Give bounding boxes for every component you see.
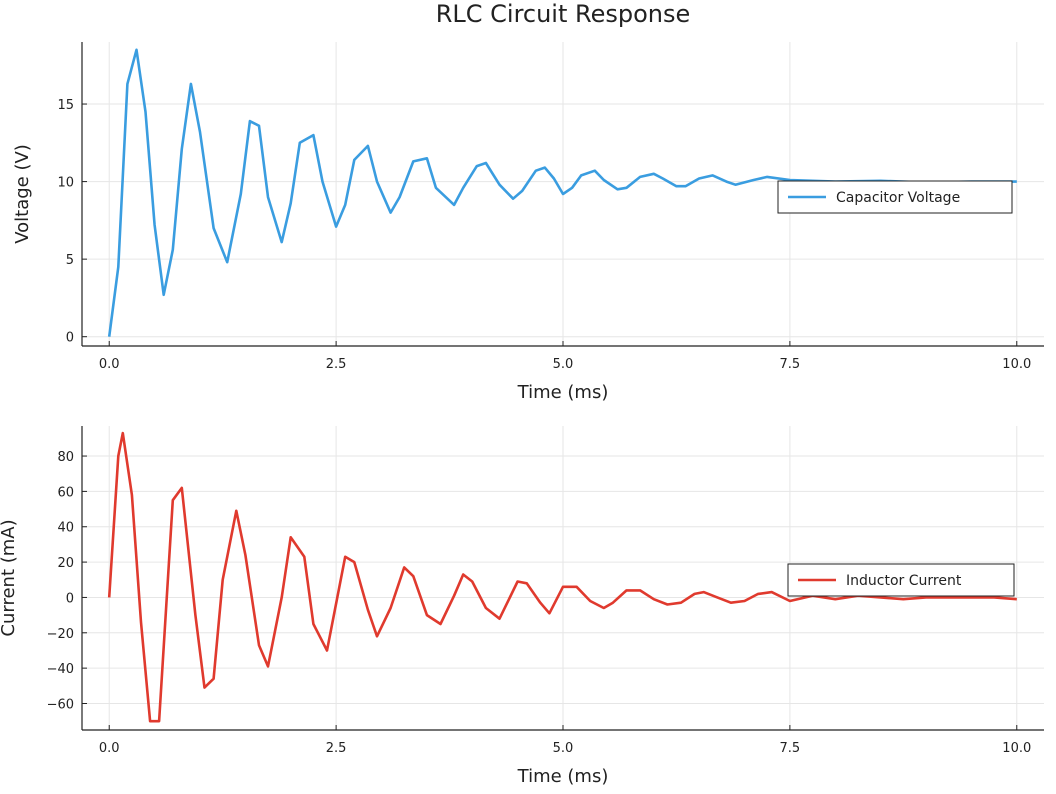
y-tick-label: 20 bbox=[57, 556, 74, 571]
y-tick-label: 15 bbox=[57, 98, 74, 113]
x-tick-label: 10.0 bbox=[1002, 741, 1031, 756]
legend-label: Inductor Current bbox=[846, 573, 962, 589]
legend-label: Capacitor Voltage bbox=[836, 190, 960, 206]
x-tick-label: 2.5 bbox=[326, 357, 347, 372]
y-tick-label: 0 bbox=[66, 591, 74, 606]
y-tick-label: 40 bbox=[57, 521, 74, 536]
y-tick-label: 60 bbox=[57, 485, 74, 500]
y-tick-label: −20 bbox=[47, 627, 74, 642]
legend: Capacitor Voltage bbox=[777, 180, 1013, 214]
x-tick-label: 0.0 bbox=[99, 357, 120, 372]
y-axis-label: Voltage (V) bbox=[12, 144, 33, 244]
x-axis-label: Time (ms) bbox=[517, 766, 609, 787]
series-line bbox=[107, 431, 1017, 723]
y-tick-label: 5 bbox=[66, 253, 74, 268]
x-tick-label: 7.5 bbox=[780, 357, 801, 372]
current-panel: 0.0 2.5 5.0 7.5 10.0 −60 −40 −20 0 20 40 60 80 Time (… bbox=[0, 426, 1044, 787]
x-tick-label: 10.0 bbox=[1002, 357, 1031, 372]
y-tick-label: 10 bbox=[57, 176, 74, 191]
legend: Inductor Current bbox=[787, 563, 1015, 597]
x-tick-label: 7.5 bbox=[780, 741, 801, 756]
y-tick-label: −40 bbox=[47, 662, 74, 677]
x-tick-label: 2.5 bbox=[326, 741, 347, 756]
y-tick-label: 0 bbox=[66, 331, 74, 346]
y-axis-label: Current (mA) bbox=[0, 519, 19, 636]
x-tick-label: 5.0 bbox=[553, 741, 574, 756]
x-tick-label: 0.0 bbox=[99, 741, 120, 756]
x-tick-label: 5.0 bbox=[553, 357, 574, 372]
y-tick-label: 80 bbox=[57, 450, 74, 465]
x-axis-label: Time (ms) bbox=[517, 382, 609, 403]
voltage-panel: 0.0 2.5 5.0 7.5 10.0 0 5 10 15 Time (ms) Voltage (… bbox=[12, 42, 1044, 403]
chart-title: RLC Circuit Response bbox=[436, 0, 691, 28]
y-tick-label: −60 bbox=[47, 697, 74, 712]
series-line bbox=[107, 48, 1017, 337]
